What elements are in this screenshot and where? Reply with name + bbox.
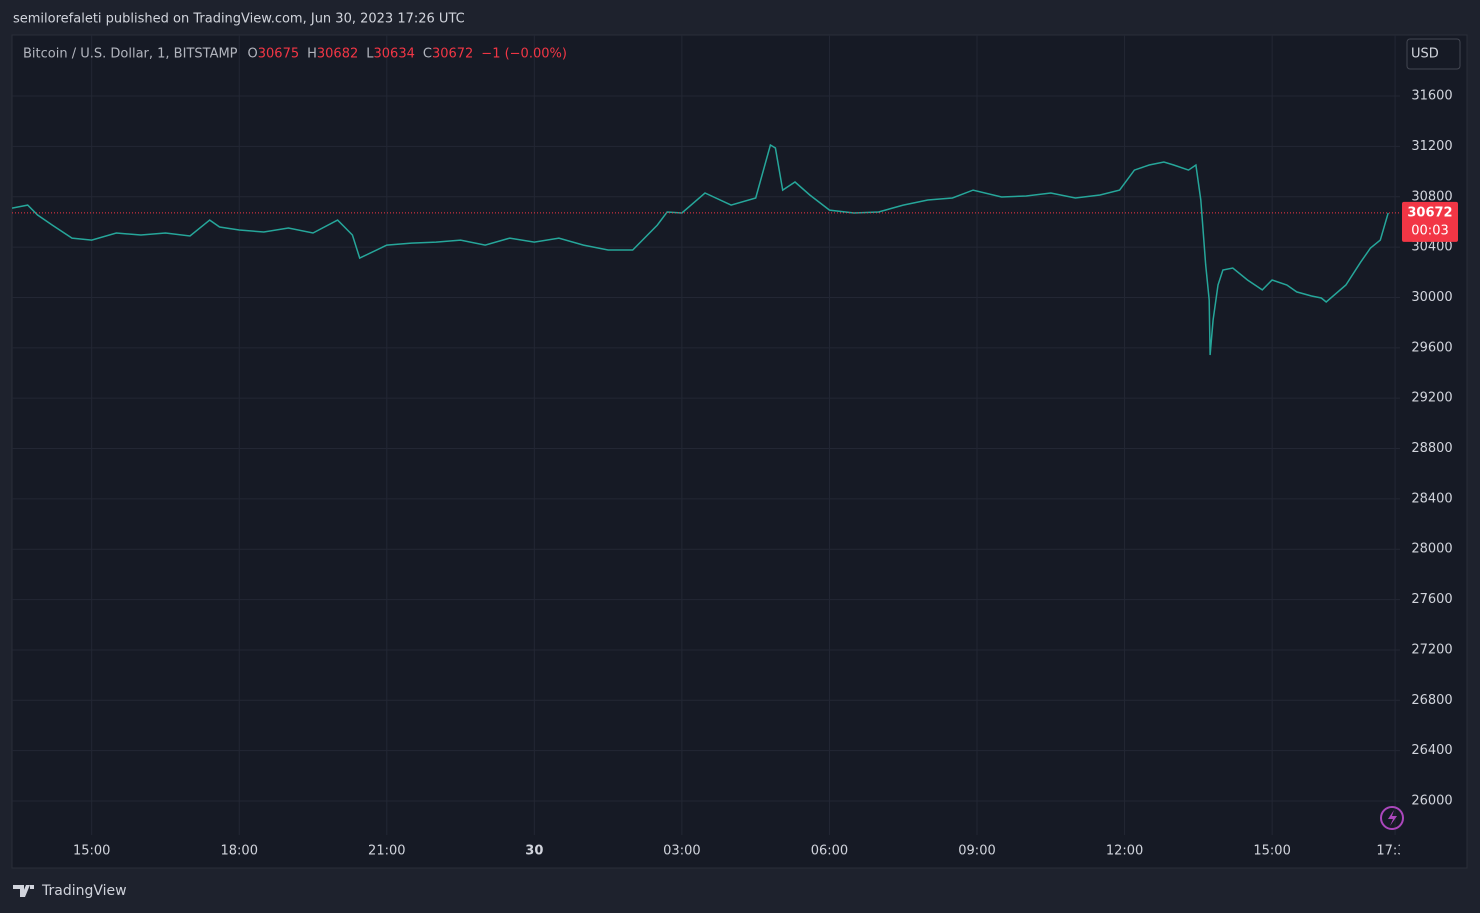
y-tick-label: 28400	[1411, 491, 1452, 506]
y-tick-label: 26400	[1411, 743, 1452, 758]
change: −1 (−0.00%)	[481, 47, 567, 62]
ohlc-label: L	[366, 47, 374, 62]
currency-button[interactable]	[1406, 38, 1461, 70]
y-tick-label: 27200	[1411, 642, 1452, 657]
price-line	[12, 143, 1389, 356]
price-tag	[1402, 201, 1458, 242]
y-tick-label: 30000	[1411, 290, 1452, 305]
y-tick-label: 31200	[1411, 139, 1452, 154]
y-tick-label: 31600	[1411, 89, 1452, 104]
x-tick-label: 18:00	[221, 844, 258, 859]
ohlc-value: 30634	[374, 47, 415, 62]
y-tick-label: 27600	[1411, 592, 1452, 607]
brand: TradingView	[41, 883, 127, 899]
x-tick-label: 15:00	[73, 844, 110, 859]
ohlc-label: H	[307, 47, 317, 62]
currency[interactable]: USD	[1411, 47, 1439, 62]
x-tick-label: 12:00	[1106, 844, 1143, 859]
x-tick-label: 06:00	[811, 844, 848, 859]
y-tick-label: 26000	[1411, 794, 1452, 809]
ohlc-value: 30682	[317, 47, 358, 62]
symbol: Bitcoin / U.S. Dollar, 1, BITSTAMP	[23, 47, 238, 62]
x-tick-label: 21:00	[368, 844, 405, 859]
y-tick-label: 29600	[1411, 340, 1452, 355]
y-tick-label: 29200	[1411, 391, 1452, 406]
y-tick-label: 26800	[1411, 693, 1452, 708]
x-tick-label: 03:00	[663, 844, 700, 859]
logo	[13, 885, 34, 897]
y-tick-label: 28800	[1411, 441, 1452, 456]
ohlc-value: 30672	[432, 47, 473, 62]
countdown: 00:03	[1411, 223, 1448, 238]
x-tick-label: 15:00	[1253, 844, 1290, 859]
published-note: semilorefaleti published on TradingView.…	[13, 12, 465, 27]
y-tick-label: 30400	[1411, 240, 1452, 255]
price-tag-value: 30672	[1407, 205, 1452, 220]
x-tick-label: 17:30	[1376, 844, 1413, 859]
y-tick-label: 30800	[1411, 189, 1452, 204]
ohlc-label: C	[423, 47, 432, 62]
x-tick-label: 09:00	[958, 844, 995, 859]
y-tick-label: 28000	[1411, 542, 1452, 557]
lightning-bolt	[1388, 810, 1397, 826]
ohlc-label: O	[248, 47, 258, 62]
x-tick-label: 30	[525, 844, 543, 859]
ohlc-value: 30675	[258, 47, 299, 62]
chart-panel	[11, 34, 1468, 869]
lightning-icon[interactable]	[1380, 806, 1404, 830]
